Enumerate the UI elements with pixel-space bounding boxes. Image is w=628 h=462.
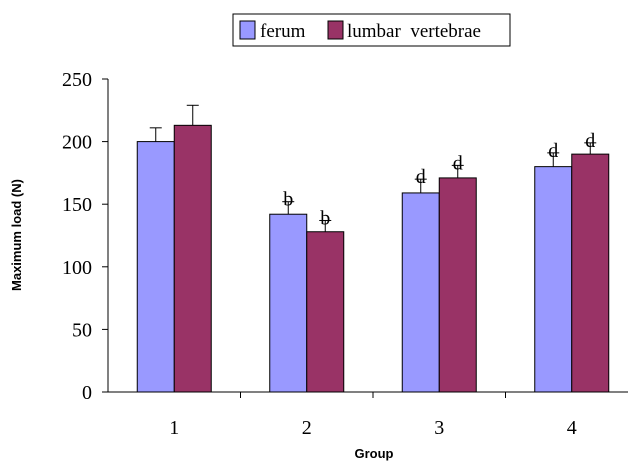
bar-lumbar-vertebrae-group-1: [173, 124, 212, 393]
y-tick-label: 0: [82, 382, 92, 404]
y-ticks: 0 50 100 150 200 250: [62, 69, 108, 404]
bar-ferum-group-2: [269, 213, 308, 393]
bar-lumbar-vertebrae-group-2: [306, 231, 345, 393]
legend-swatch-ferum: [239, 20, 256, 40]
bar-ferum-group-3: [401, 192, 440, 393]
x-tick-label: 2: [302, 417, 312, 439]
legend-label-lumbar-vertebrae: lumbar vertebrae: [347, 21, 481, 42]
legend-label-ferum: ferum: [260, 21, 306, 42]
significance-label: d: [453, 152, 463, 174]
y-tick-label: 100: [62, 257, 92, 279]
significance-label: d: [585, 130, 595, 152]
y-axis-title: Maximum load (N): [9, 179, 24, 291]
significance-label: b: [283, 189, 293, 211]
significance-label: d: [548, 140, 558, 162]
legend: ferum lumbar vertebrae: [232, 13, 511, 47]
x-tick-label: 3: [434, 417, 444, 439]
bar-lumbar-vertebrae-group-4: [571, 153, 610, 393]
legend-box: [232, 13, 511, 47]
bars: b d d b d d: [136, 104, 610, 393]
y-tick-label: 150: [62, 194, 92, 216]
y-tick-label: 250: [62, 69, 92, 91]
bar-ferum-group-1: [136, 141, 175, 393]
bar-ferum-group-4: [534, 166, 573, 393]
significance-label: b: [320, 207, 330, 229]
x-axis-title: Group: [355, 446, 394, 461]
x-tick-label: 1: [169, 417, 179, 439]
y-tick-label: 50: [72, 319, 92, 341]
legend-swatch-lumbar-vertebrae: [327, 20, 344, 40]
y-tick-label: 200: [62, 132, 92, 154]
bar-lumbar-vertebrae-group-3: [438, 177, 477, 393]
significance-label: d: [416, 166, 426, 188]
x-tick-label: 4: [567, 417, 577, 439]
x-ticks: 1 2 3 4: [169, 392, 577, 439]
